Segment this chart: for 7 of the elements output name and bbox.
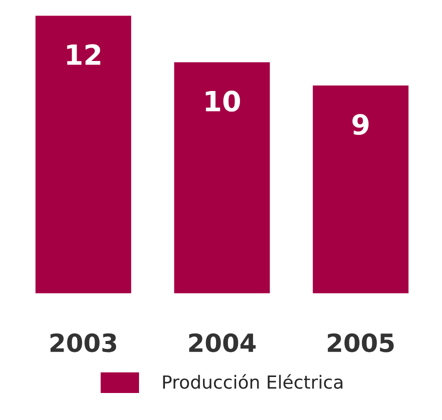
data-label: 10 (206, 90, 240, 112)
x-tick-label: 2005 (328, 333, 394, 352)
legend-label: Producción Eléctrica (163, 374, 342, 389)
data-label: 12 (67, 44, 100, 65)
x-tick-label: 2004 (189, 333, 256, 352)
data-label: 9 (352, 114, 369, 135)
x-tick-label: 2003 (50, 333, 116, 352)
